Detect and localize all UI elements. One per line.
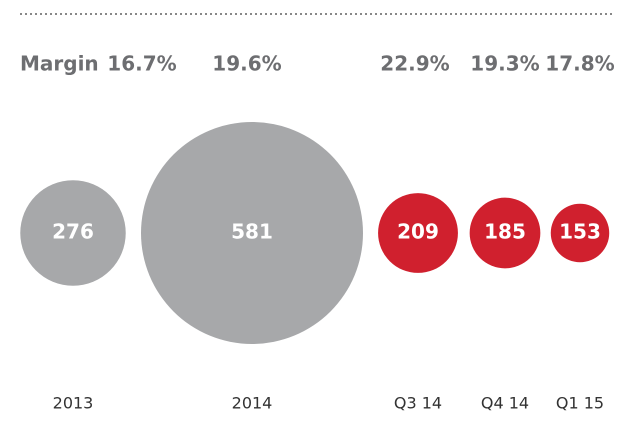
margin-label: 22.9% [380,52,449,76]
margin-label: 19.6% [212,52,281,76]
category-label: Q1 15 [556,394,604,413]
value-label: 276 [52,220,94,244]
bubble [141,122,363,344]
category-label: Q4 14 [481,394,529,413]
margin-label: 19.3% [470,52,539,76]
bubble [469,197,541,269]
margin-label: 17.8% [545,52,614,76]
bubble [378,193,458,273]
bubble [20,180,126,286]
value-label: 581 [231,220,273,244]
value-label: 185 [484,220,526,244]
value-label: 209 [397,220,439,244]
category-label: Q3 14 [394,394,442,413]
category-label: 2013 [53,394,94,413]
value-label: 153 [559,220,601,244]
category-label: 2014 [232,394,273,413]
bubble [550,203,610,263]
margin-caption: Margin [20,52,99,76]
margin-label: 16.7% [107,52,176,76]
